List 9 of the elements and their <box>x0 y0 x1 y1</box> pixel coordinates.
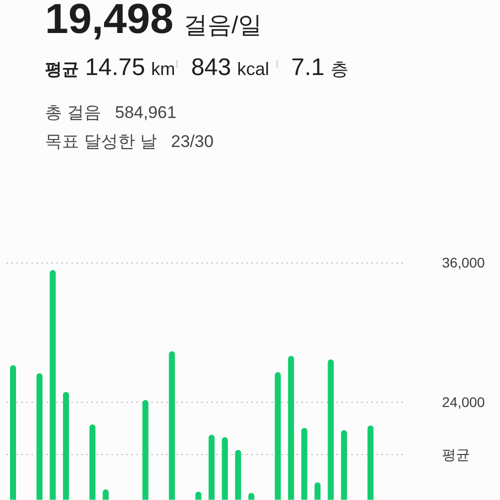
text: 목표 달성한 날 23/30 <box>45 132 214 151</box>
text: 총 걸음 584,961 <box>45 103 176 122</box>
text: 7.1 층 <box>291 54 348 81</box>
y-tick-label: 36,000 <box>442 254 486 270</box>
ref-line-label: 평균 <box>442 446 470 462</box>
y-tick-label: 24,000 <box>442 394 486 410</box>
text: 843 kcal <box>191 54 270 81</box>
chart-title: 19,498 걸음/일 <box>45 0 262 42</box>
text: 평균 14.75 km <box>45 54 176 81</box>
